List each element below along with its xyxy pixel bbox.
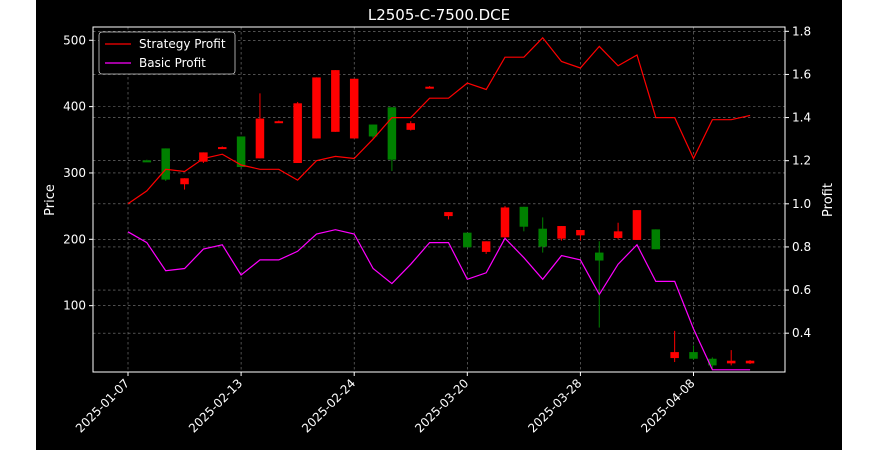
candle-body-32 — [726, 360, 736, 364]
series-line-basic-profit — [127, 229, 751, 371]
candle-body-30 — [689, 352, 698, 359]
candle-body-14 — [387, 107, 397, 160]
y-axis-label-right: Profit — [821, 183, 836, 217]
candle-body-9 — [293, 103, 302, 164]
candle-body-3 — [180, 178, 189, 185]
plot-frame — [92, 26, 786, 373]
candle-body-21 — [519, 206, 529, 227]
candle-body-11 — [331, 70, 340, 132]
legend: Strategy Profit Basic Profit — [98, 31, 236, 75]
y-tick-label-right-0.8: 0.8 — [792, 240, 811, 254]
y-tick-label-left-100: 100 — [63, 299, 86, 313]
candle-body-31 — [708, 358, 717, 366]
y-axis-label-left: Price — [43, 184, 58, 216]
candle-body-10 — [312, 77, 321, 139]
legend-label-basic: Basic Profit — [139, 56, 206, 70]
chart-title: L2505-C-7500.DCE — [368, 6, 510, 24]
y-tick-label-right-0.4: 0.4 — [792, 326, 811, 340]
candle-body-15 — [406, 123, 415, 130]
candle-body-29 — [670, 352, 679, 359]
candle-body-4 — [199, 152, 208, 162]
candle-body-13 — [368, 124, 378, 137]
series-line-strategy-profit — [127, 36, 751, 205]
candle-body-24 — [576, 230, 585, 236]
y-tick-label-right-1.8: 1.8 — [792, 24, 811, 38]
y-tick-label-right-1.2: 1.2 — [792, 154, 811, 168]
candle-body-20 — [500, 207, 510, 238]
y-tick-label-right-1.4: 1.4 — [792, 111, 811, 125]
candle-body-28 — [651, 229, 661, 250]
y-tick-label-right-1: 1.0 — [792, 197, 811, 211]
candle-body-26 — [613, 231, 623, 238]
y-tick-label-left-200: 200 — [63, 232, 86, 246]
candle-body-33 — [745, 360, 755, 364]
candle-body-2 — [161, 148, 170, 180]
candle-body-8 — [274, 121, 284, 124]
y-tick-label-left-300: 300 — [63, 166, 86, 180]
candle-body-18 — [463, 232, 472, 248]
candle-body-19 — [481, 241, 491, 252]
candle-body-23 — [557, 226, 566, 239]
y-tick-label-left-400: 400 — [63, 100, 86, 114]
candle-body-16 — [425, 86, 434, 89]
y-tick-label-left-500: 500 — [63, 33, 86, 47]
candle-body-27 — [632, 210, 642, 240]
y-tick-label-right-1.6: 1.6 — [792, 67, 811, 81]
candle-body-12 — [349, 78, 359, 139]
legend-box — [98, 31, 236, 75]
chart-background — [36, 0, 842, 450]
candle-body-5 — [218, 147, 227, 150]
candle-body-1 — [142, 160, 152, 163]
candle-body-7 — [255, 118, 265, 159]
candle-body-22 — [538, 228, 547, 247]
profit-lines — [127, 36, 751, 371]
y-tick-label-right-0.6: 0.6 — [792, 283, 811, 297]
chart-svg: L2505-C-7500.DCE 100 200 300 400 500 0.4 0.6 0.… — [36, 0, 842, 450]
legend-label-strategy: Strategy Profit — [139, 37, 226, 51]
chart-figure: L2505-C-7500.DCE 100 200 300 400 500 0.4 0.6 0.… — [36, 0, 842, 450]
candles — [142, 70, 755, 369]
candle-body-6 — [236, 136, 246, 167]
candle-body-17 — [444, 212, 453, 217]
candle-body-25 — [595, 252, 604, 261]
